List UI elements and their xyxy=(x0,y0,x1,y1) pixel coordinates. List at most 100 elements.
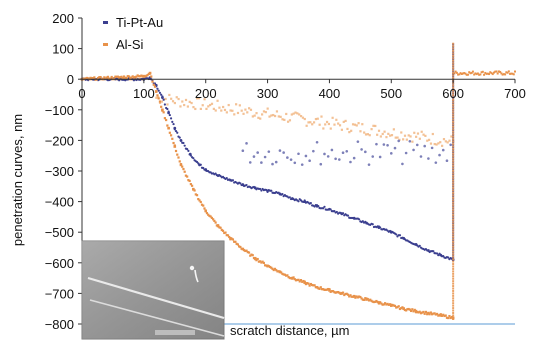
upper-band-point xyxy=(244,108,247,111)
trace-point xyxy=(173,144,176,147)
trace-point xyxy=(379,301,382,304)
retract-point xyxy=(486,72,489,75)
upper-band-point xyxy=(346,127,349,131)
trace-point xyxy=(270,266,273,269)
trace-point xyxy=(330,290,334,293)
trace-point xyxy=(166,124,169,127)
trace-point xyxy=(418,244,421,247)
trace-point xyxy=(400,307,403,310)
retract-point xyxy=(466,73,469,76)
trace-point xyxy=(120,75,123,78)
trace-point xyxy=(167,110,170,113)
trace-point xyxy=(85,76,89,80)
retract-point xyxy=(480,71,483,74)
trace-point xyxy=(150,75,153,78)
trace-point xyxy=(297,200,300,203)
trace-point xyxy=(168,113,171,117)
upper-band-point xyxy=(314,117,318,121)
trace-point xyxy=(246,251,249,254)
trace-point xyxy=(249,254,252,257)
upper-band-point xyxy=(397,139,401,143)
trace-point xyxy=(422,310,425,314)
upper-band-point xyxy=(166,103,169,106)
upper-band-point xyxy=(403,134,407,137)
retraction-point xyxy=(452,50,455,53)
trace-point xyxy=(156,94,159,97)
upper-band-point xyxy=(233,113,236,116)
retraction-point xyxy=(452,76,455,79)
upper-band-point xyxy=(186,105,189,108)
trace-point xyxy=(444,314,447,317)
retraction-point xyxy=(452,189,455,192)
upper-band-point xyxy=(329,127,332,130)
retraction-point xyxy=(452,150,455,153)
retract-point xyxy=(490,72,493,75)
upper-band-point xyxy=(298,113,301,116)
trace-point xyxy=(402,307,405,310)
trace-point xyxy=(208,214,211,217)
retraction-point xyxy=(452,221,455,224)
trace-point xyxy=(183,144,186,147)
trace-point xyxy=(192,187,195,191)
upper-band-point xyxy=(337,122,340,125)
retraction-point xyxy=(452,96,455,99)
trace-point xyxy=(187,179,190,182)
trace-point xyxy=(429,311,432,314)
upper-band-point xyxy=(386,143,389,147)
trace-point xyxy=(365,297,368,300)
trace-point xyxy=(386,302,389,306)
upper-band-point xyxy=(260,161,263,164)
trace-point xyxy=(240,247,243,250)
trace-point xyxy=(303,199,306,202)
upper-band-point xyxy=(323,152,326,156)
retraction-point xyxy=(452,106,455,109)
trace-point xyxy=(379,226,382,229)
upper-band-point xyxy=(448,139,451,142)
trace-point xyxy=(407,307,410,311)
upper-band-point xyxy=(430,146,434,150)
trace-point xyxy=(442,313,445,316)
retraction-point xyxy=(452,201,455,204)
trace-point xyxy=(122,75,126,78)
retract-point xyxy=(483,73,486,76)
upper-band-point xyxy=(413,131,416,134)
trace-point xyxy=(299,279,303,282)
trace-point xyxy=(395,233,398,236)
trace-point xyxy=(427,311,430,314)
upper-band-point xyxy=(392,128,395,131)
upper-band-point xyxy=(367,163,371,166)
upper-band-point xyxy=(179,105,182,108)
trace-point xyxy=(157,89,160,92)
upper-band-point xyxy=(283,118,286,121)
trace-point xyxy=(251,254,254,257)
retraction-point xyxy=(452,162,455,165)
trace-point xyxy=(278,270,282,273)
trace-point xyxy=(172,122,175,126)
trace-point xyxy=(271,267,274,270)
trace-point xyxy=(428,313,431,316)
upper-band-point xyxy=(424,134,427,137)
trace-point xyxy=(401,306,404,309)
retract-point xyxy=(471,70,474,73)
trace-point xyxy=(281,272,284,275)
upper-band-point xyxy=(444,140,447,143)
retraction-point xyxy=(452,145,455,148)
trace-point xyxy=(84,77,87,80)
upper-band-point xyxy=(335,118,338,121)
trace-point xyxy=(262,261,265,265)
upper-band-point xyxy=(274,160,278,164)
trace-point xyxy=(325,288,329,291)
upper-band-point xyxy=(315,140,319,144)
retraction-point xyxy=(452,91,455,94)
upper-band-point xyxy=(242,112,245,115)
trace-point xyxy=(145,74,148,77)
y-tick-label: −100 xyxy=(45,103,74,118)
upper-band-point xyxy=(286,156,289,159)
upper-band-point xyxy=(188,100,191,103)
retraction-point xyxy=(452,52,455,55)
retraction-point xyxy=(452,223,455,226)
retract-point xyxy=(481,70,484,73)
retraction-point xyxy=(452,177,455,180)
retraction-point xyxy=(452,236,455,239)
trace-point xyxy=(225,234,228,237)
